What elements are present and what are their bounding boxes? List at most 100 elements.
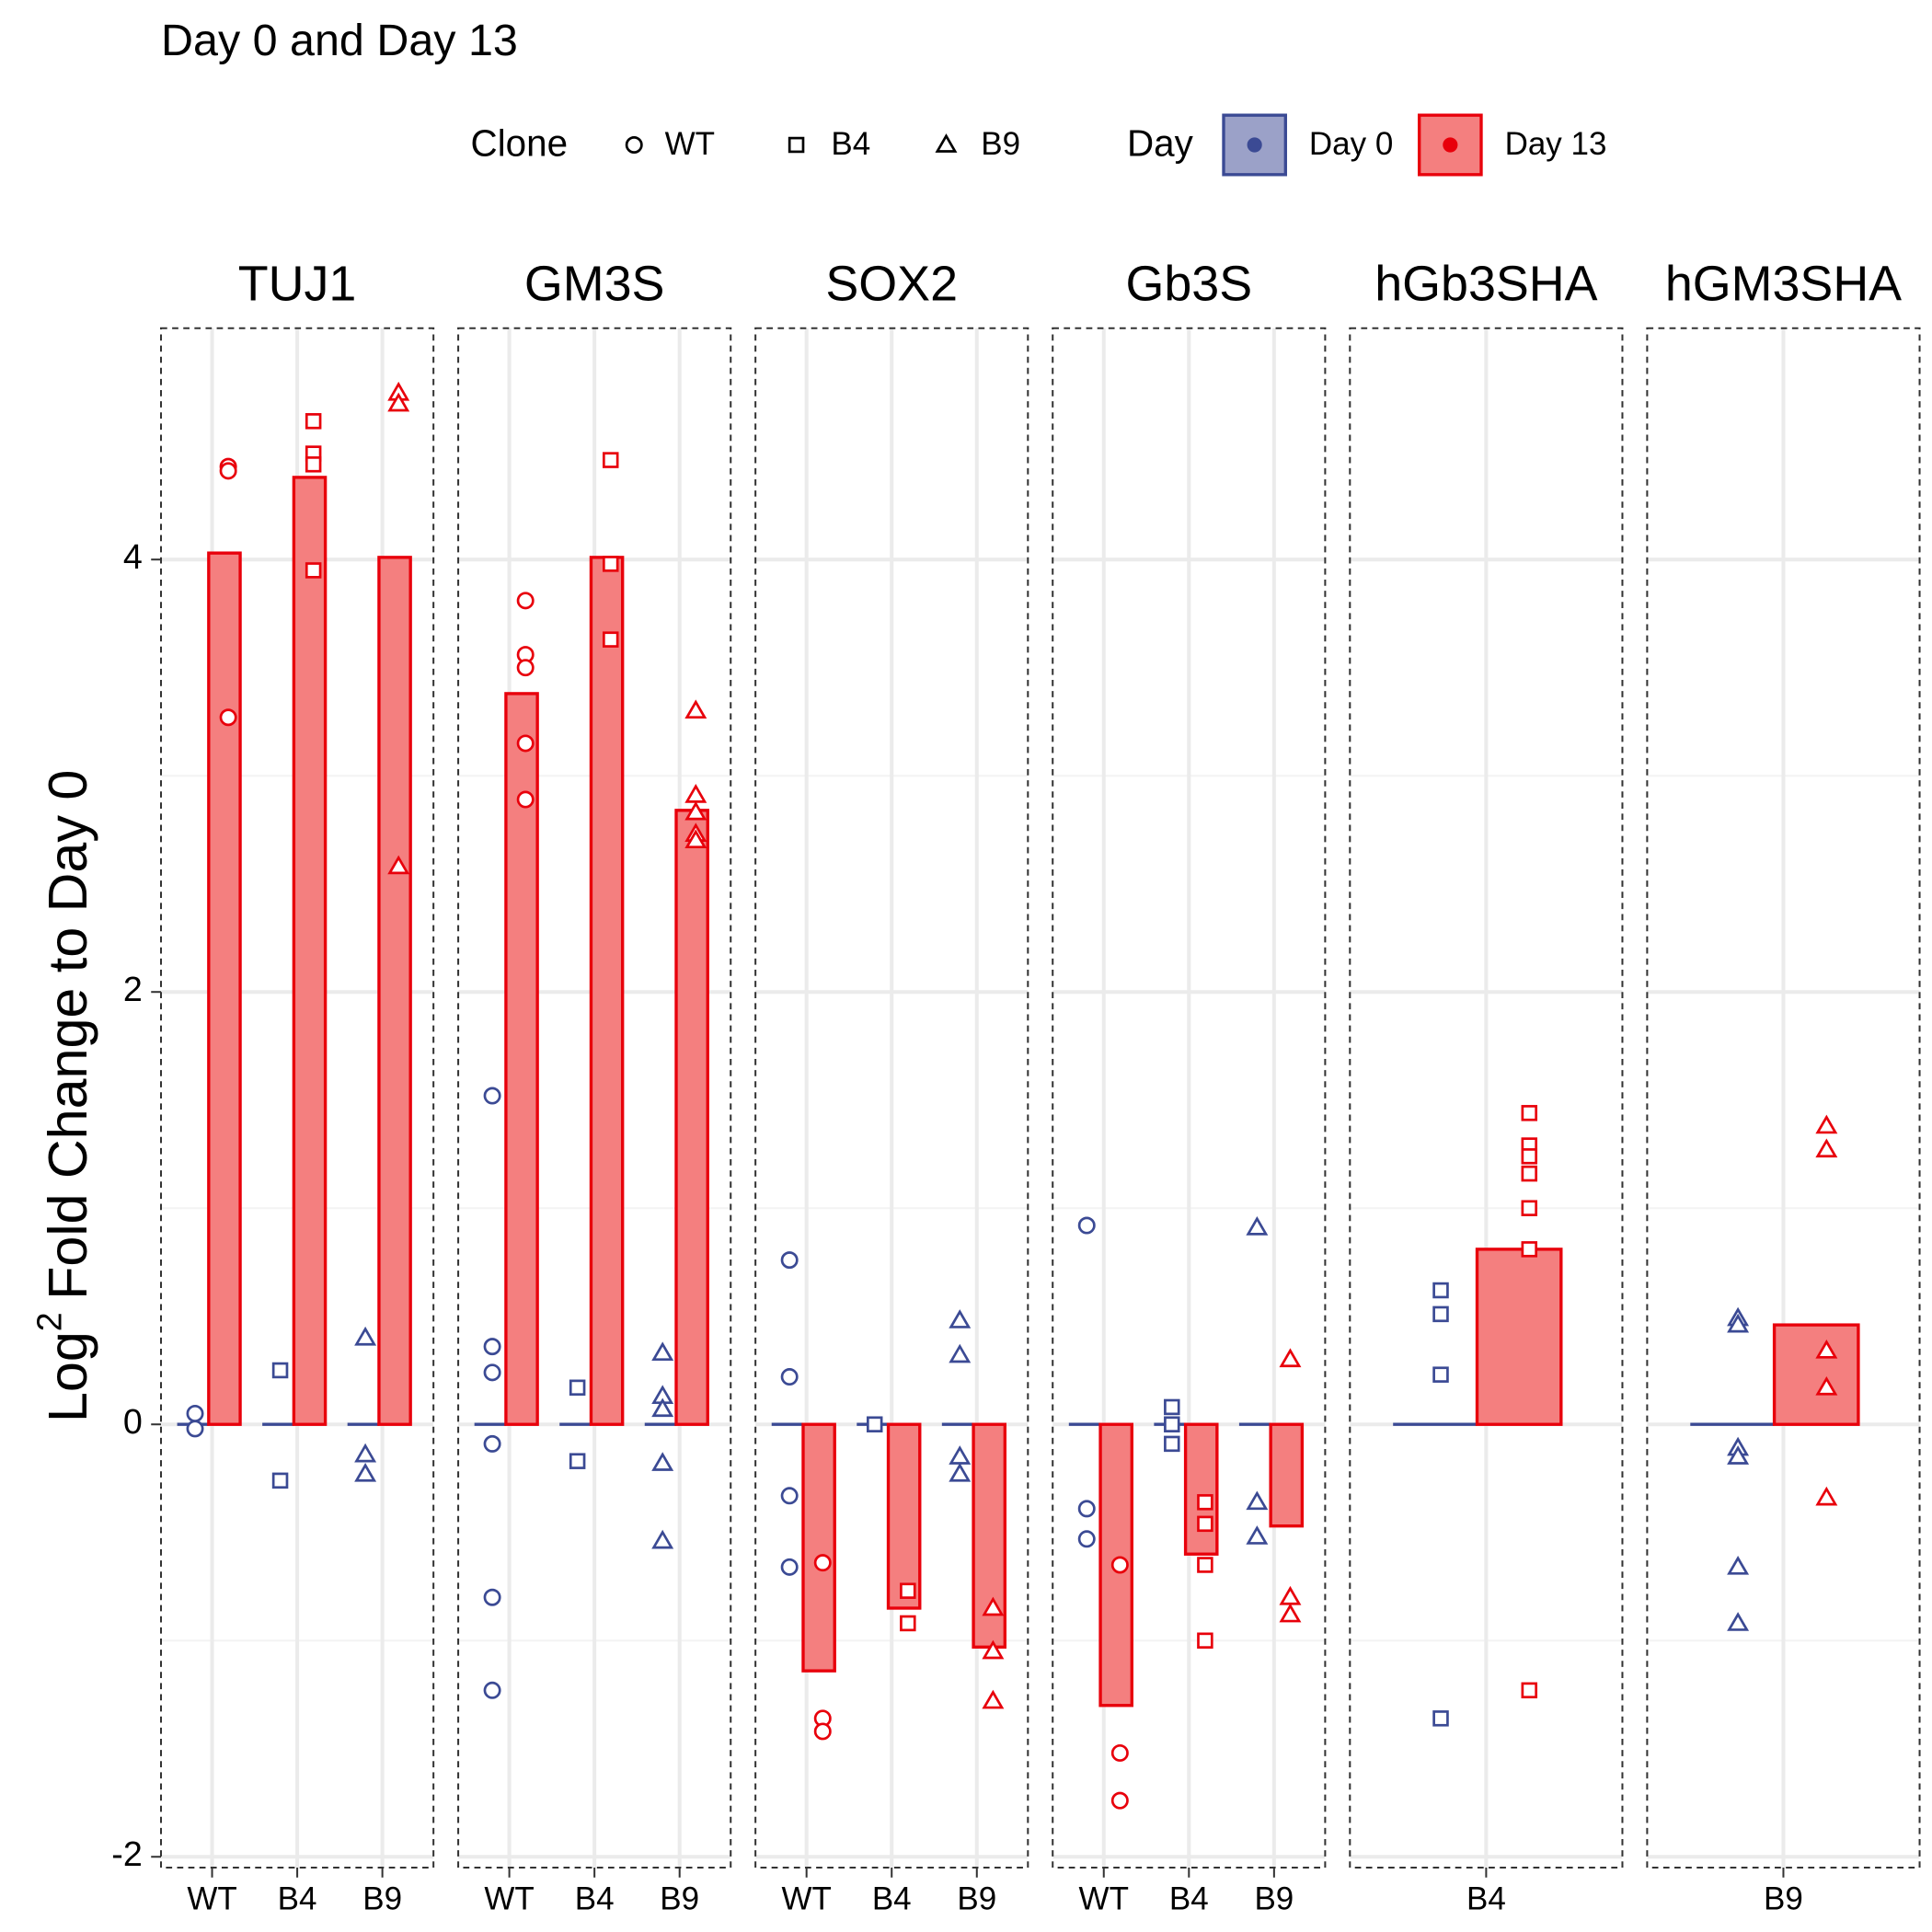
data-point <box>186 1404 204 1422</box>
data-point <box>1164 1398 1180 1416</box>
data-point <box>483 1363 501 1382</box>
data-point <box>1727 1313 1750 1333</box>
legend-label: Day 13 <box>1505 126 1607 162</box>
bar <box>292 476 328 1426</box>
x-tick-label: WT <box>484 1881 534 1917</box>
bar <box>377 556 412 1426</box>
data-point <box>780 1251 799 1270</box>
data-point <box>1246 1525 1269 1545</box>
data-point <box>1246 1490 1269 1511</box>
bar <box>207 551 242 1426</box>
legend-label: Day 0 <box>1309 126 1393 162</box>
data-point <box>1521 1165 1538 1182</box>
panel-title: TUJ1 <box>238 257 357 312</box>
y-axis-label-base: Log <box>37 1331 98 1422</box>
panel-border <box>1052 327 1327 1869</box>
data-point <box>1521 1682 1538 1699</box>
x-tick-label: B9 <box>362 1881 402 1917</box>
data-point <box>602 452 619 468</box>
data-point <box>684 699 707 719</box>
bar <box>801 1422 836 1673</box>
data-point <box>813 1722 832 1741</box>
y-axis-label: Log2 Fold Change to Day 0 <box>29 770 98 1422</box>
y-tick-label: 0 <box>123 1402 143 1441</box>
panel-border <box>457 327 732 1869</box>
y-tick-label: -2 <box>111 1834 143 1873</box>
data-point <box>651 1397 674 1418</box>
data-point <box>1110 1743 1129 1762</box>
data-point <box>900 1582 916 1599</box>
y-tick-label: 2 <box>123 970 143 1008</box>
data-point <box>483 1338 501 1356</box>
data-point <box>219 462 237 480</box>
data-point <box>813 1554 832 1572</box>
data-point <box>780 1368 799 1386</box>
x-tick-label: B9 <box>1764 1881 1803 1917</box>
x-tick-label: B4 <box>575 1881 615 1917</box>
panel-title: SOX2 <box>825 257 958 312</box>
data-point <box>602 631 619 648</box>
data-point <box>1521 1241 1538 1258</box>
legend-marker <box>788 136 805 154</box>
data-point <box>1432 1282 1449 1299</box>
data-point <box>1077 1216 1096 1235</box>
data-point <box>516 790 535 809</box>
data-point <box>1432 1305 1449 1323</box>
x-tick-label: B9 <box>660 1881 699 1917</box>
data-point <box>1164 1435 1180 1453</box>
data-point <box>305 562 322 579</box>
x-tick-label: B9 <box>1254 1881 1294 1917</box>
data-point <box>866 1416 883 1432</box>
legend-label: B9 <box>981 126 1020 162</box>
data-point <box>1197 1557 1213 1573</box>
bar <box>504 692 539 1426</box>
x-tick-label: B4 <box>872 1881 912 1917</box>
data-point <box>1727 1612 1750 1631</box>
data-point <box>949 1462 972 1482</box>
data-point <box>651 1452 674 1471</box>
chart-title: Day 0 and Day 13 <box>161 16 518 65</box>
data-point <box>1110 1791 1129 1810</box>
data-point <box>1521 1148 1538 1165</box>
data-point <box>483 1434 501 1453</box>
data-point <box>1432 1710 1449 1727</box>
panel-title: hGM3SHA <box>1665 257 1902 312</box>
data-point <box>569 1379 586 1397</box>
legend-label: WT <box>665 126 715 162</box>
data-point <box>982 1596 1005 1616</box>
data-point <box>1815 1114 1838 1134</box>
bar <box>886 1422 922 1610</box>
data-point <box>305 456 322 473</box>
panel-border <box>159 327 435 1869</box>
data-point <box>982 1689 1005 1709</box>
data-point <box>569 1453 586 1469</box>
data-point <box>651 1341 674 1362</box>
x-tick-label: WT <box>781 1881 831 1917</box>
data-point <box>602 556 619 572</box>
data-point <box>271 1362 289 1379</box>
data-point <box>949 1445 972 1465</box>
data-point <box>1279 1585 1302 1605</box>
data-point <box>949 1343 972 1363</box>
bar <box>674 809 709 1426</box>
data-point <box>684 829 707 849</box>
data-point <box>1815 1340 1838 1359</box>
data-point <box>651 1529 674 1549</box>
data-point <box>516 659 535 677</box>
data-point <box>354 1462 377 1482</box>
bar <box>1183 1422 1219 1556</box>
legend-dot <box>1247 137 1262 153</box>
data-point <box>1197 1515 1213 1533</box>
data-point <box>271 1472 289 1489</box>
data-point <box>305 413 322 430</box>
data-point <box>982 1639 1005 1660</box>
data-point <box>354 1326 377 1346</box>
data-point <box>1727 1556 1750 1575</box>
data-point <box>516 734 535 753</box>
panel-title: hGb3SHA <box>1374 257 1597 312</box>
data-point <box>780 1558 799 1576</box>
data-point <box>1815 1138 1838 1158</box>
data-point <box>1246 1216 1269 1236</box>
data-point <box>1110 1556 1129 1574</box>
